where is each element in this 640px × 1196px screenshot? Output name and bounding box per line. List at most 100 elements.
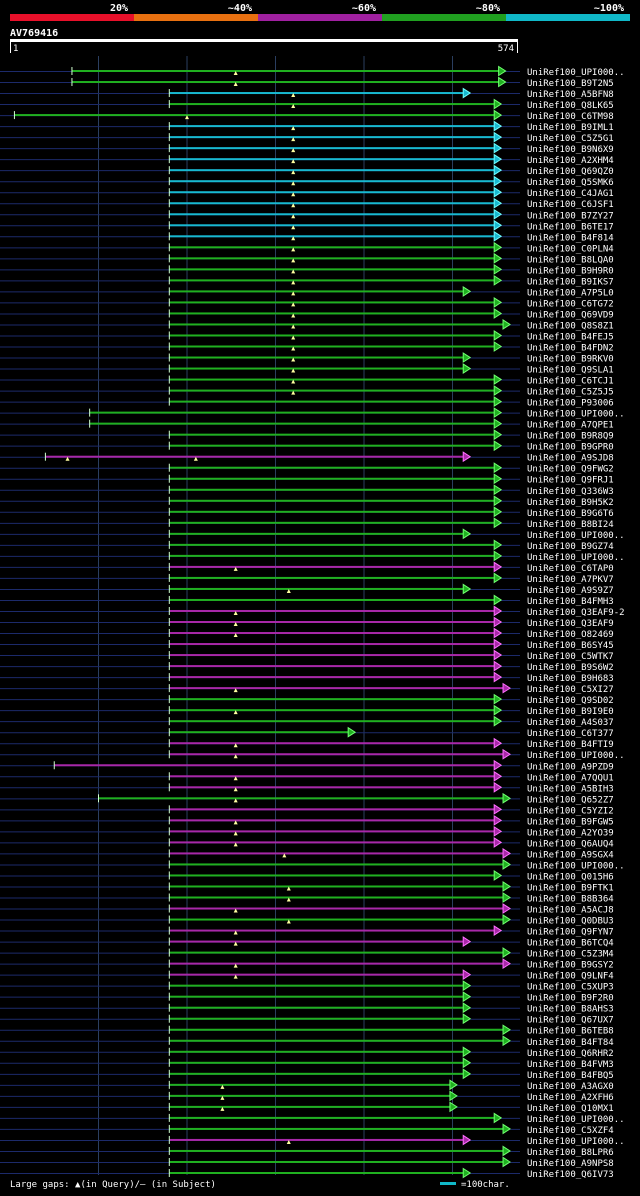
hit-label[interactable]: UniRef100_C6TM98 [527, 112, 614, 122]
hit-alignment-bar[interactable] [169, 1072, 465, 1075]
hit-label[interactable]: UniRef100_B4FEJ5 [527, 332, 614, 342]
hit-alignment-bar[interactable] [169, 532, 465, 535]
hit-alignment-bar[interactable] [169, 389, 496, 392]
hit-label[interactable]: UniRef100_Q336W3 [527, 487, 614, 497]
hit-label[interactable]: UniRef100_A7QPE1 [527, 421, 614, 431]
hit-alignment-bar[interactable] [169, 621, 496, 623]
hit-alignment-bar[interactable] [169, 1116, 496, 1119]
hit-alignment-bar[interactable] [169, 1172, 465, 1174]
hit-label[interactable]: UniRef100_Q6IV73 [527, 1170, 614, 1180]
hit-label[interactable]: UniRef100_Q9FWG2 [527, 465, 614, 475]
hit-label[interactable]: UniRef100_C6TG72 [527, 299, 614, 309]
hit-label[interactable]: UniRef100_Q6RHR2 [527, 1049, 614, 1059]
hit-label[interactable]: UniRef100_UPI000.. [527, 553, 625, 563]
hit-alignment-bar[interactable] [169, 257, 496, 260]
hit-label[interactable]: UniRef100_UPI000.. [527, 861, 625, 871]
hit-alignment-bar[interactable] [169, 191, 496, 194]
hit-alignment-bar[interactable] [169, 632, 496, 635]
hit-alignment-bar[interactable] [169, 499, 496, 502]
hit-alignment-bar[interactable] [169, 1061, 465, 1064]
hit-label[interactable]: UniRef100_Q9SLA1 [527, 366, 614, 376]
hit-label[interactable]: UniRef100_B9GSY2 [527, 961, 614, 971]
hit-label[interactable]: UniRef100_Q5SMK6 [527, 178, 614, 188]
hit-alignment-bar[interactable] [169, 521, 496, 524]
hit-alignment-bar[interactable] [169, 709, 496, 712]
hit-alignment-bar[interactable] [54, 764, 496, 767]
hit-alignment-bar[interactable] [169, 896, 505, 899]
hit-alignment-bar[interactable] [169, 202, 496, 205]
hit-label[interactable]: UniRef100_B9F2R0 [527, 994, 614, 1004]
hit-alignment-bar[interactable] [169, 643, 496, 646]
hit-label[interactable]: UniRef100_Q9SD02 [527, 696, 614, 706]
hit-alignment-bar[interactable] [169, 235, 496, 238]
hit-alignment-bar[interactable] [169, 356, 465, 359]
hit-label[interactable]: UniRef100_B9IKS7 [527, 277, 614, 287]
hit-alignment-bar[interactable] [169, 808, 496, 811]
hit-label[interactable]: UniRef100_Q3EAF9-2 [527, 608, 625, 618]
hit-alignment-bar[interactable] [169, 609, 496, 612]
hit-alignment-bar[interactable] [169, 1094, 451, 1097]
hit-label[interactable]: UniRef100_B9RKV0 [527, 355, 614, 365]
hit-label[interactable]: UniRef100_B4FBQ5 [527, 1071, 614, 1081]
hit-alignment-bar[interactable] [169, 488, 496, 491]
hit-label[interactable]: UniRef100_A7PKV7 [527, 575, 614, 585]
hit-label[interactable]: UniRef100_A2XFH6 [527, 1093, 614, 1103]
hit-label[interactable]: UniRef100_UPI000.. [527, 531, 625, 541]
hit-label[interactable]: UniRef100_B4F814 [527, 233, 614, 243]
hit-alignment-bar[interactable] [169, 819, 496, 822]
hit-alignment-bar[interactable] [169, 158, 496, 161]
hit-label[interactable]: UniRef100_A9NPS8 [527, 1159, 614, 1169]
hit-label[interactable]: UniRef100_P93006 [527, 399, 614, 409]
hit-label[interactable]: UniRef100_A7QQU1 [527, 773, 614, 783]
hit-label[interactable]: UniRef100_C5Z3M4 [527, 950, 614, 960]
hit-label[interactable]: UniRef100_Q9LNF4 [527, 972, 614, 982]
hit-label[interactable]: UniRef100_Q8S8Z1 [527, 321, 614, 331]
hit-label[interactable]: UniRef100_UPI000.. [527, 410, 625, 420]
hit-alignment-bar[interactable] [169, 687, 505, 690]
hit-alignment-bar[interactable] [169, 698, 496, 701]
hit-alignment-bar[interactable] [169, 268, 496, 271]
hit-label[interactable]: UniRef100_B9GPR0 [527, 443, 614, 453]
hit-alignment-bar[interactable] [169, 345, 496, 348]
hit-alignment-bar[interactable] [169, 973, 465, 976]
hit-alignment-bar[interactable] [98, 797, 505, 800]
hit-label[interactable]: UniRef100_C6TCJ1 [527, 377, 614, 387]
hit-label[interactable]: UniRef100_B9G6T6 [527, 509, 614, 519]
hit-label[interactable]: UniRef100_B4FVM3 [527, 1060, 614, 1070]
hit-label[interactable]: UniRef100_B6TCQ4 [527, 939, 614, 949]
hit-label[interactable]: UniRef100_C5WTK7 [527, 652, 614, 662]
hit-alignment-bar[interactable] [169, 929, 496, 932]
hit-label[interactable]: UniRef100_Q015H6 [527, 872, 614, 882]
hit-label[interactable]: UniRef100_UPI000.. [527, 1137, 625, 1147]
hit-alignment-bar[interactable] [169, 731, 350, 734]
hit-label[interactable]: UniRef100_Q0DBU3 [527, 917, 614, 927]
hit-label[interactable]: UniRef100_B8AHS3 [527, 1005, 614, 1015]
hit-label[interactable]: UniRef100_B4FTI9 [527, 740, 614, 750]
hit-label[interactable]: UniRef100_C5YZI2 [527, 806, 614, 816]
hit-alignment-bar[interactable] [169, 301, 496, 304]
hit-label[interactable]: UniRef100_A9SJD8 [527, 454, 614, 464]
hit-label[interactable]: UniRef100_B9R8Q9 [527, 432, 614, 442]
hit-label[interactable]: UniRef100_B6TE17 [527, 222, 614, 232]
hit-label[interactable]: UniRef100_O82469 [527, 630, 614, 640]
hit-alignment-bar[interactable] [169, 290, 465, 293]
hit-alignment-bar[interactable] [169, 1149, 505, 1152]
hit-alignment-bar[interactable] [169, 334, 496, 337]
hit-alignment-bar[interactable] [169, 1028, 505, 1031]
hit-alignment-bar[interactable] [169, 830, 496, 833]
hit-label[interactable]: UniRef100_B9S6W2 [527, 663, 614, 673]
hit-label[interactable]: UniRef100_Q6AUQ4 [527, 839, 614, 849]
hit-alignment-bar[interactable] [169, 378, 496, 381]
hit-alignment-bar[interactable] [169, 753, 505, 756]
hit-alignment-bar[interactable] [71, 70, 500, 72]
hit-label[interactable]: UniRef100_B8B364 [527, 895, 614, 905]
hit-label[interactable]: UniRef100_C5XI27 [527, 685, 614, 695]
hit-label[interactable]: UniRef100_B4FDN2 [527, 344, 614, 354]
hit-alignment-bar[interactable] [169, 554, 496, 557]
hit-alignment-bar[interactable] [169, 565, 496, 568]
hit-alignment-bar[interactable] [169, 180, 496, 183]
hit-alignment-bar[interactable] [169, 984, 465, 987]
hit-alignment-bar[interactable] [169, 1127, 505, 1130]
hit-label[interactable]: UniRef100_A2XHM4 [527, 156, 614, 166]
hit-alignment-bar[interactable] [169, 125, 496, 128]
